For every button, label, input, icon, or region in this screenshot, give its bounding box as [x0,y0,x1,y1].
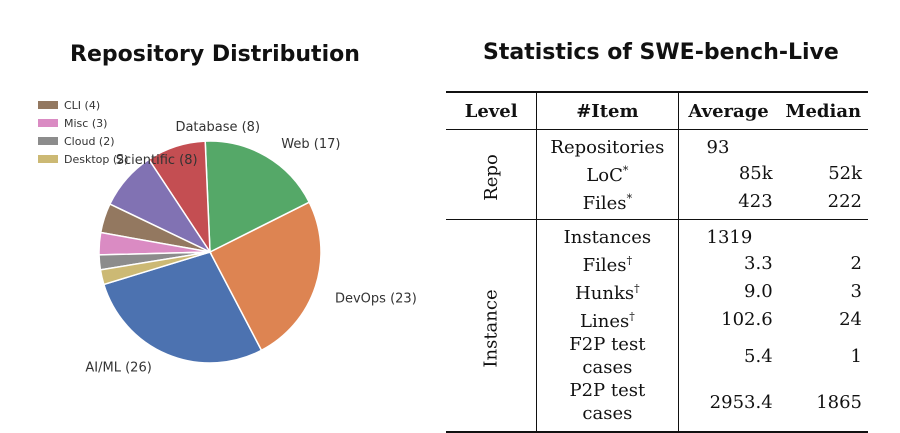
legend-swatch [38,137,58,145]
average-cell: 9.0 [744,280,773,302]
pie-slice-ai-ml [102,251,263,364]
header-level: Level [446,92,538,130]
median-cell: 2 [850,252,862,274]
item-label: F2P test cases [569,334,646,378]
average-cell: 423 [738,190,773,212]
footnote-mark: † [629,310,635,323]
item-cell: F2P test cases [536,333,679,379]
pie-label-web: Web (17) [281,137,340,152]
item-label: Repositories [550,137,665,158]
item-label: LoC [586,165,623,186]
item-label: Files [582,255,627,276]
pie-label-database: Database (8) [175,120,260,135]
level-cell: Instance [446,219,538,432]
legend-item: Desktop (2) [38,150,128,168]
level-label: Repo [480,154,502,201]
item-cell: LoC* [536,159,679,187]
legend-swatch [38,119,58,127]
pie-label-ai-ml: AI/ML (26) [85,360,151,375]
legend-item: Cloud (2) [38,132,128,150]
table-row: Hunks† 9.0 3 [446,277,868,305]
footnote-mark: † [626,254,633,267]
average-cell: 85k [738,162,773,184]
median-cell: 24 [839,308,862,330]
pie-slice-devops [208,201,322,352]
item-cell: Hunks† [536,277,679,305]
average-cell: 3.3 [744,252,773,274]
median-cell: 1 [850,345,862,367]
pie-chart: AI/ML (26) DevOps (23) Web (17) Database (8… [85,120,417,375]
item-cell: Instances [536,219,679,249]
pie-chart-title: Repository Distribution [70,42,360,67]
level-cell: Repo [446,129,538,220]
table-row: LoC* 85k 52k [446,159,868,187]
pie-slice-desktop [99,251,211,286]
item-label: Instances [563,227,652,248]
average-cell: 102.6 [721,308,773,330]
table-row: F2P test cases 5.4 1 [446,333,868,379]
item-label: Lines [580,311,630,332]
pie-label-devops: DevOps (23) [335,291,417,306]
item-label: Files [582,193,627,214]
table-row: Files† 3.3 2 [446,249,868,277]
legend-swatch [38,155,58,163]
repo-group: Repo Repositories 93 LoC* 85k 52k Files* 423 222 [446,129,868,220]
average-cell: 5.4 [744,345,773,367]
header-item: #Item [536,92,679,130]
legend-label: Cloud (2) [64,134,115,148]
legend-item: Misc (3) [38,114,128,132]
median-cell: 52k [828,162,862,184]
pie-legend: CLI (4) Misc (3) Cloud (2) Desktop (2) [38,96,128,168]
item-cell: Files† [536,249,679,277]
item-label: Hunks [575,283,635,304]
item-label: P2P test cases [569,380,646,424]
level-label: Instance [480,289,502,368]
table-row: Lines† 102.6 24 [446,305,868,333]
median-cell: 3 [850,280,862,302]
average-cell: 2953.4 [709,391,773,413]
pie-slice-web [204,140,311,254]
statistics-table: Level #Item Average Median Repo Repositor… [446,91,868,433]
item-cell: Lines† [536,305,679,333]
header-median: Median [785,100,862,122]
legend-label: CLI (4) [64,98,101,112]
legend-label: Misc (3) [64,116,108,130]
item-cell: Repositories [536,129,679,159]
instance-group: Instance Instances 1319 Files† 3.3 2 Hunks† 9.0… [446,219,868,432]
value-cell: 93 [706,137,730,158]
header-average: Average [688,100,769,122]
item-cell: Files* [536,187,679,220]
table-row: Instance Instances 1319 [446,219,868,432]
table-row: Files* 423 222 [446,187,868,220]
footnote-mark: † [634,282,640,295]
table-row: Repo Repositories 93 [446,129,868,220]
table-header-row: Level #Item Average Median [446,92,868,130]
legend-item: CLI (4) [38,96,128,114]
pie-label-scientific: Scientific (8) [116,153,198,168]
legend-swatch [38,101,58,109]
legend-label: Desktop (2) [64,152,129,166]
table-title: Statistics of SWE-bench-Live [483,40,839,65]
footnote-mark: * [622,164,629,177]
item-cell: P2P test cases [536,379,679,432]
value-cell: 1319 [706,227,753,248]
median-cell: 1865 [816,391,862,413]
footnote-mark: * [626,192,633,205]
median-cell: 222 [827,190,862,212]
